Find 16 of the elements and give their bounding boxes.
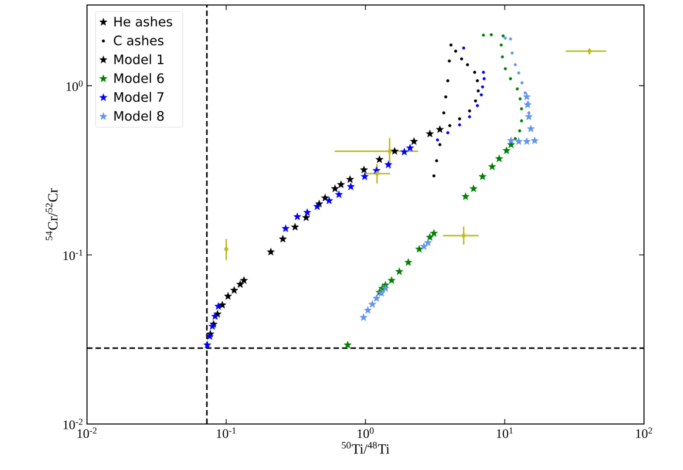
legend-label: He ashes xyxy=(114,16,172,27)
x-tick-label: 10$^{-2}$ xyxy=(78,428,97,438)
x-tick-label: 10$^{2}$ xyxy=(636,428,652,438)
x-tick-label: 10$^{-1}$ xyxy=(216,428,236,438)
y-tick-label: 10$^{0}$ xyxy=(66,80,83,91)
legend-label: Model 8 xyxy=(114,110,164,121)
legend-label: C ashes xyxy=(114,35,164,46)
y-axis-title: $^{54}$Cr/$^{52}$Cr xyxy=(46,188,58,240)
x-tick-label: 10$^{0}$ xyxy=(358,428,374,438)
legend-label: Model 6 xyxy=(114,73,164,84)
legend-label: Model 7 xyxy=(114,92,164,102)
x-axis-title: $^{50}$Ti/$^{48}$Ti xyxy=(342,442,390,454)
y-tick-label: 10$^{-2}$ xyxy=(64,418,82,430)
y-tick-label: 10$^{-1}$ xyxy=(64,250,82,260)
x-tick-label: 10$^{1}$ xyxy=(496,428,513,438)
legend-label: Model 1 xyxy=(114,54,164,64)
